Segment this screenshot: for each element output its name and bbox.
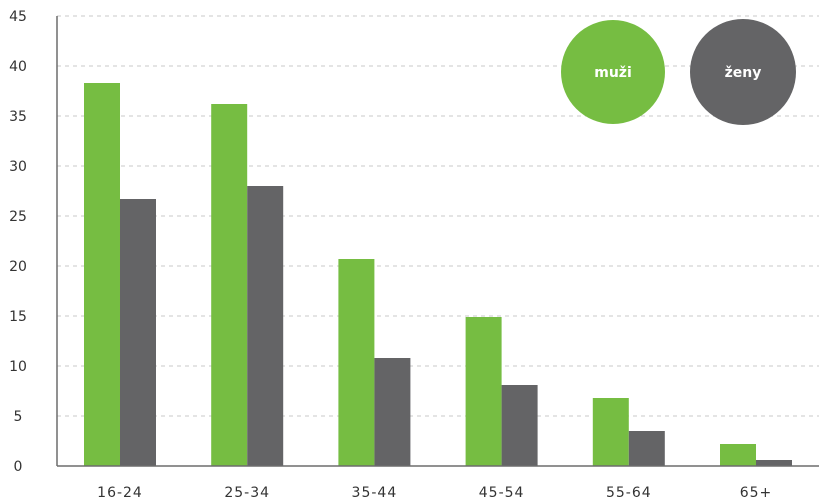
- bar-muzi-16-24: [84, 83, 120, 466]
- x-category-label: 45-54: [479, 485, 525, 501]
- x-axis-category-labels: 16-24 25-34 35-44 45-54 55-64 65+: [97, 485, 773, 501]
- y-tick-label: 40: [9, 59, 27, 75]
- bar-muzi-65+: [720, 444, 756, 466]
- legend: muži ženy: [561, 19, 796, 125]
- y-tick-label: 30: [9, 159, 27, 175]
- y-axis-tick-labels: 0 5 10 15 20 25 30 35 40 45: [9, 9, 27, 475]
- x-category-label: 25-34: [224, 485, 270, 501]
- bar-muzi-25-34: [211, 104, 248, 466]
- y-tick-label: 5: [14, 409, 23, 425]
- bar-zeny-45-54: [501, 385, 538, 466]
- bars: [84, 83, 792, 466]
- bar-zeny-25-34: [247, 186, 284, 466]
- bar-zeny-16-24: [120, 199, 156, 466]
- y-tick-label: 45: [9, 9, 27, 25]
- legend-marker-zeny: [690, 19, 796, 125]
- x-category-label: 35-44: [352, 485, 398, 501]
- bar-muzi-35-44: [338, 259, 375, 466]
- x-category-label: 55-64: [606, 485, 652, 501]
- bar-zeny-35-44: [374, 358, 411, 466]
- y-tick-label: 25: [9, 209, 27, 225]
- y-tick-label: 10: [9, 359, 27, 375]
- x-category-label: 16-24: [97, 485, 143, 501]
- bar-zeny-65+: [756, 460, 792, 466]
- legend-label-muzi: muži: [594, 65, 632, 81]
- axes: [56, 16, 819, 467]
- bar-muzi-55-64: [592, 398, 629, 466]
- y-tick-label: 35: [9, 109, 27, 125]
- y-tick-label: 15: [9, 309, 27, 325]
- bar-muzi-45-54: [465, 317, 502, 466]
- x-category-label: 65+: [740, 485, 773, 501]
- legend-label-zeny: ženy: [725, 65, 762, 81]
- y-tick-label: 0: [14, 459, 23, 475]
- legend-marker-muzi: [561, 20, 665, 124]
- y-tick-label: 20: [9, 259, 27, 275]
- bar-zeny-55-64: [628, 431, 665, 466]
